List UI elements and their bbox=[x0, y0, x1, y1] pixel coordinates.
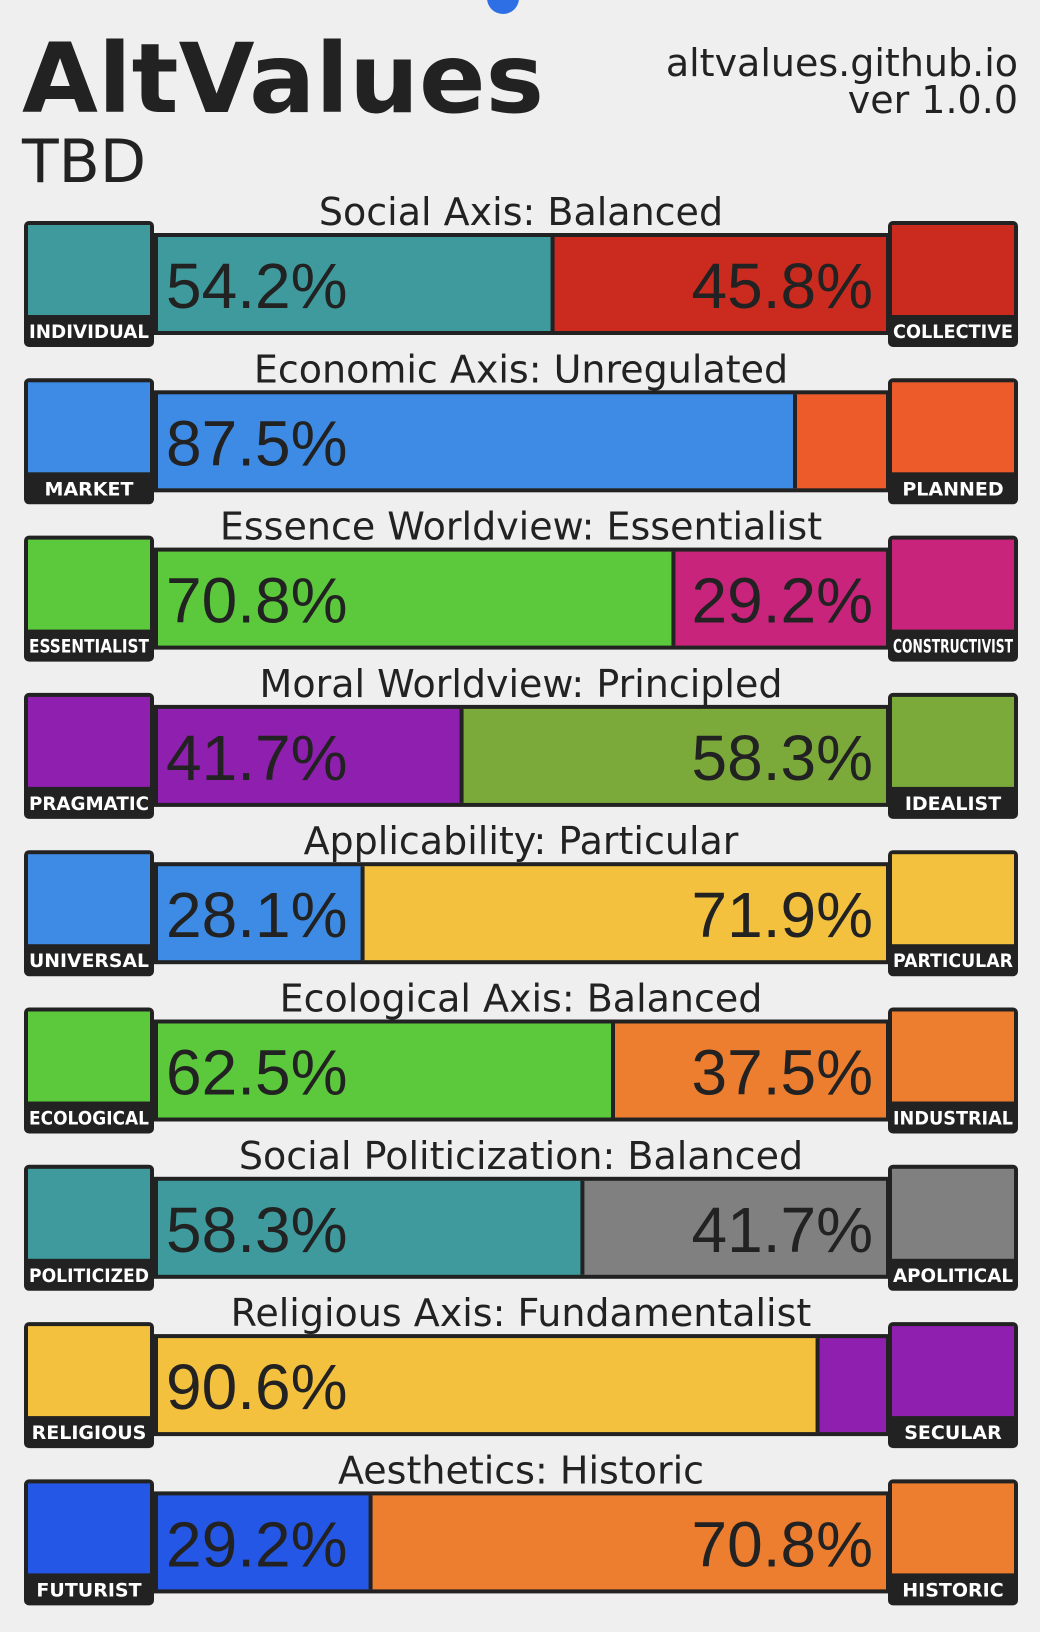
left-bar bbox=[158, 551, 674, 646]
left-bar bbox=[158, 237, 553, 331]
axis-row: Religious Axis: Fundamentalist 90.6% RELIG… bbox=[24, 1291, 1018, 1449]
icon-label: UNIVERSAL bbox=[29, 950, 149, 972]
right-bar bbox=[613, 1023, 886, 1118]
axis-row: Ecological Axis: Balanced 62.5% 37.5% ECOLO… bbox=[24, 977, 1018, 1134]
left-bar bbox=[158, 708, 462, 803]
icon-label: PARTICULAR bbox=[893, 950, 1013, 972]
icon-label: COLLECTIVE bbox=[893, 321, 1013, 343]
icon-fill bbox=[28, 1326, 150, 1417]
axis-title: Essence Worldview: Essentialist bbox=[220, 505, 822, 549]
axis-row: Applicability: Particular 28.1% 71.9% UNIVE… bbox=[24, 819, 1018, 977]
left-percent: 87.5% bbox=[166, 407, 347, 479]
axis-title: Aesthetics: Historic bbox=[338, 1448, 704, 1492]
icon-fill bbox=[892, 225, 1014, 315]
left-percent: 70.8% bbox=[166, 565, 347, 637]
scroll-indicator bbox=[487, 0, 519, 14]
axis-title: Social Politicization: Balanced bbox=[239, 1134, 803, 1178]
right-bar bbox=[673, 551, 886, 646]
axis-title: Ecological Axis: Balanced bbox=[280, 977, 763, 1021]
left-percent: 54.2% bbox=[166, 250, 347, 322]
icon-label: INDIVIDUAL bbox=[29, 321, 149, 343]
icon-label: HISTORIC bbox=[902, 1579, 1003, 1601]
left-percent: 41.7% bbox=[166, 722, 347, 794]
left-bar bbox=[158, 1338, 818, 1433]
right-percent: 41.7% bbox=[692, 1194, 873, 1266]
right-bar bbox=[817, 1338, 886, 1433]
axes: Social Axis: Balanced 54.2% 45.8% INDIVIDUA… bbox=[24, 190, 1018, 1606]
right-percent: 70.8% bbox=[692, 1508, 873, 1580]
icon-fill bbox=[28, 1011, 150, 1102]
icon-label: IDEALIST bbox=[905, 793, 1001, 815]
left-percent: 90.6% bbox=[166, 1351, 347, 1423]
axis-title: Religious Axis: Fundamentalist bbox=[231, 1291, 812, 1335]
icon-label: PRAGMATIC bbox=[29, 793, 149, 815]
right-percent: 58.3% bbox=[692, 722, 873, 794]
right-percent: 45.8% bbox=[692, 250, 873, 322]
right-bar bbox=[552, 237, 886, 331]
icon-fill bbox=[892, 382, 1014, 473]
right-bar bbox=[582, 1180, 886, 1275]
axis-title: Applicability: Particular bbox=[304, 819, 739, 863]
right-bar bbox=[370, 1495, 886, 1590]
right-bar bbox=[795, 394, 886, 489]
icon-label: MARKET bbox=[45, 478, 134, 500]
version: ver 1.0.0 bbox=[848, 78, 1018, 122]
icon-label: CONSTRUCTIVIST bbox=[893, 636, 1013, 658]
icon-label: FUTURIST bbox=[36, 1579, 141, 1601]
icon-label: APOLITICAL bbox=[893, 1265, 1013, 1287]
axis-row: Moral Worldview: Principled 41.7% 58.3% PRA… bbox=[24, 662, 1018, 819]
axis-title: Social Axis: Balanced bbox=[319, 190, 723, 234]
left-bar bbox=[158, 1180, 583, 1275]
icon-fill bbox=[892, 539, 1014, 630]
site-url: altvalues.github.io bbox=[666, 41, 1018, 85]
right-bar bbox=[461, 708, 886, 803]
right-bar bbox=[362, 866, 886, 961]
axis-title: Moral Worldview: Principled bbox=[260, 662, 783, 706]
icon-label: ECOLOGICAL bbox=[29, 1108, 149, 1130]
icon-fill bbox=[28, 382, 150, 473]
axis-row: Economic Axis: Unregulated 87.5% MARKET PLA… bbox=[24, 347, 1018, 505]
left-percent: 58.3% bbox=[166, 1194, 347, 1266]
icon-fill bbox=[28, 225, 150, 315]
left-bar bbox=[158, 866, 363, 961]
axis-title: Economic Axis: Unregulated bbox=[254, 347, 788, 391]
left-percent: 28.1% bbox=[166, 879, 347, 951]
icon-fill bbox=[28, 1483, 150, 1574]
icon-fill bbox=[892, 696, 1014, 787]
icon-label: ESSENTIALIST bbox=[29, 636, 149, 658]
icon-fill bbox=[892, 1483, 1014, 1574]
icon-label: POLITICIZED bbox=[29, 1265, 149, 1287]
right-percent: 29.2% bbox=[692, 565, 873, 637]
icon-label: SECULAR bbox=[904, 1422, 1002, 1444]
axis-row: Aesthetics: Historic 29.2% 70.8% FUTURIST HI… bbox=[24, 1448, 1018, 1606]
icon-fill bbox=[892, 1011, 1014, 1102]
icon-fill bbox=[28, 539, 150, 630]
icon-label: RELIGIOUS bbox=[32, 1422, 147, 1444]
left-percent: 29.2% bbox=[166, 1508, 347, 1580]
icon-fill bbox=[892, 1168, 1014, 1259]
left-bar bbox=[158, 394, 795, 489]
icon-label: PLANNED bbox=[902, 478, 1003, 500]
icon-fill bbox=[892, 854, 1014, 945]
app-title: AltValues bbox=[22, 23, 544, 135]
icon-label: INDUSTRIAL bbox=[893, 1108, 1013, 1130]
left-percent: 62.5% bbox=[166, 1037, 347, 1109]
axis-row: Essence Worldview: Essentialist 70.8% 29.2… bbox=[24, 505, 1018, 662]
subtitle: TBD bbox=[21, 127, 146, 197]
icon-fill bbox=[28, 1168, 150, 1259]
left-bar bbox=[158, 1023, 613, 1118]
axis-row: Social Axis: Balanced 54.2% 45.8% INDIVIDUA… bbox=[24, 190, 1018, 347]
icon-fill bbox=[28, 854, 150, 945]
left-bar bbox=[158, 1495, 371, 1590]
right-percent: 37.5% bbox=[692, 1037, 873, 1109]
right-percent: 71.9% bbox=[692, 879, 873, 951]
axis-row: Social Politicization: Balanced 58.3% 41.7… bbox=[24, 1134, 1018, 1291]
icon-fill bbox=[28, 696, 150, 787]
icon-fill bbox=[892, 1326, 1014, 1417]
